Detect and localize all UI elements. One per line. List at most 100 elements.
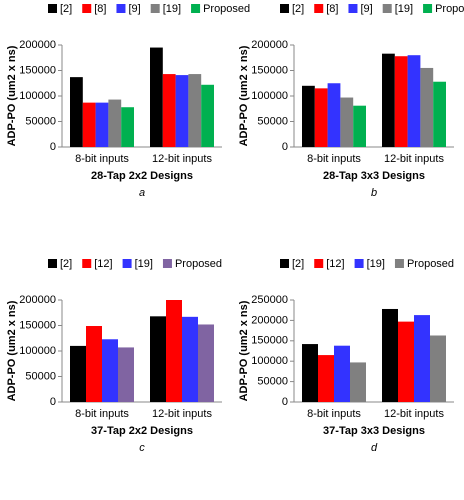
panel-label: a (139, 187, 145, 199)
legend-label: [8] (326, 3, 338, 15)
y-axis-label: ADP-PO (um2 x ns) (238, 45, 250, 146)
y-tick-label: 0 (282, 141, 288, 153)
legend-swatch (48, 4, 57, 13)
legend-label: Proposed (407, 258, 454, 270)
bar (108, 99, 122, 147)
legend-label: Proposed (435, 3, 464, 15)
bar (121, 107, 134, 147)
y-tick-label: 150000 (19, 319, 56, 331)
legend-label: [2] (60, 3, 72, 15)
x-tick-label: 12-bit inputs (384, 153, 444, 165)
legend-label: Proposed (175, 258, 222, 270)
bar (334, 345, 350, 402)
panel-label: d (371, 442, 378, 454)
bar (382, 308, 398, 402)
y-tick-label: 50000 (25, 370, 56, 382)
bar (353, 105, 366, 147)
legend-swatch (162, 259, 172, 268)
y-tick-label: 200000 (19, 39, 56, 51)
bar (162, 74, 176, 147)
legend-swatch (348, 4, 358, 13)
x-tick-label: 12-bit inputs (152, 153, 212, 165)
bar (82, 102, 96, 147)
bar (414, 315, 430, 402)
y-tick-label: 50000 (257, 115, 288, 127)
legend-label: [9] (128, 3, 140, 15)
chart-title: 37-Tap 2x2 Designs (91, 425, 193, 437)
bar (102, 339, 118, 402)
y-tick-label: 50000 (257, 376, 288, 388)
bar (314, 88, 328, 147)
legend-label: [19] (367, 258, 385, 270)
bar (188, 74, 202, 147)
y-tick-label: 150000 (19, 64, 56, 76)
bar (430, 335, 446, 402)
legend-swatch (382, 4, 392, 13)
y-tick-label: 0 (282, 396, 288, 408)
y-tick-label: 100000 (19, 90, 56, 102)
x-tick-label: 8-bit inputs (307, 408, 361, 420)
legend-label: [19] (395, 3, 413, 15)
bar (70, 345, 86, 402)
panel-label: b (371, 187, 377, 199)
legend-swatch (116, 4, 126, 13)
legend-swatch (314, 4, 324, 13)
legend-swatch (394, 259, 404, 268)
legend-swatch (354, 259, 364, 268)
legend-label: [2] (292, 258, 304, 270)
bar (95, 102, 109, 147)
x-tick-label: 12-bit inputs (384, 408, 444, 420)
bar (86, 326, 102, 402)
legend-swatch (280, 259, 289, 268)
x-tick-label: 8-bit inputs (75, 408, 129, 420)
y-tick-label: 100000 (19, 345, 56, 357)
y-tick-label: 200000 (251, 39, 288, 51)
bar (318, 355, 334, 402)
panel-label: c (139, 442, 145, 454)
bar (150, 47, 163, 147)
legend-swatch (122, 259, 132, 268)
legend-label: Proposed (203, 3, 250, 15)
chart-title: 37-Tap 3x3 Designs (323, 425, 425, 437)
x-tick-label: 8-bit inputs (307, 153, 361, 165)
x-tick-label: 12-bit inputs (152, 408, 212, 420)
y-tick-label: 200000 (251, 314, 288, 326)
y-tick-label: 150000 (251, 335, 288, 347)
legend-swatch (150, 4, 160, 13)
y-tick-label: 150000 (251, 64, 288, 76)
legend-label: [12] (94, 258, 112, 270)
legend-swatch (48, 259, 57, 268)
bar (70, 77, 83, 147)
y-tick-label: 100000 (251, 355, 288, 367)
bar (302, 344, 318, 402)
y-tick-label: 200000 (19, 294, 56, 306)
bar (118, 347, 134, 402)
legend-label: [19] (163, 3, 181, 15)
y-tick-label: 50000 (25, 115, 56, 127)
bar (198, 324, 214, 402)
bar (150, 316, 166, 402)
chart-title: 28-Tap 3x3 Designs (323, 170, 425, 182)
legend-label: [2] (60, 258, 72, 270)
legend-swatch (280, 4, 289, 13)
bar (175, 75, 189, 147)
bar (350, 362, 366, 402)
legend-swatch (191, 4, 201, 13)
bar (302, 85, 315, 147)
legend-label: [9] (360, 3, 372, 15)
y-axis-label: ADP-PO (um2 x ns) (6, 300, 18, 401)
legend-swatch (314, 259, 324, 268)
legend-label: [2] (292, 3, 304, 15)
y-tick-label: 250000 (251, 294, 288, 306)
legend-swatch (82, 259, 92, 268)
legend-label: [19] (135, 258, 153, 270)
legend-label: [12] (326, 258, 344, 270)
bar (340, 97, 354, 147)
bar (182, 316, 198, 402)
y-tick-label: 100000 (251, 90, 288, 102)
